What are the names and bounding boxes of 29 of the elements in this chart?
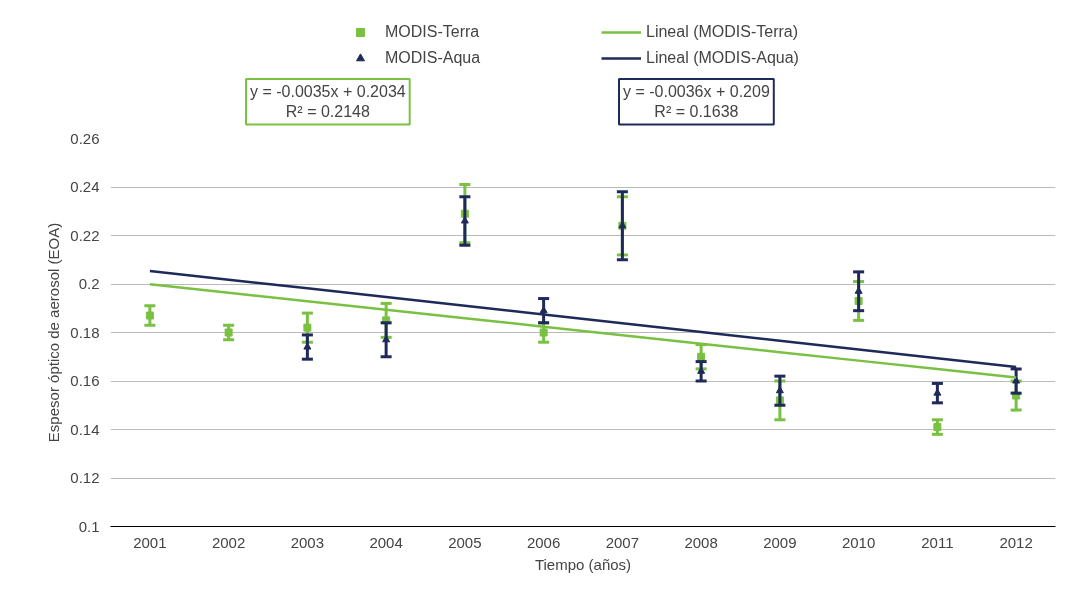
x-tick-label: 2006: [526, 533, 561, 551]
x-tick-label: 2009: [763, 533, 797, 551]
x-tick-label: 2004: [369, 533, 403, 551]
y-tick-label: 0.24: [70, 178, 100, 195]
x-tick-label: 2001: [133, 533, 167, 551]
y-tick-label: 0.18: [70, 323, 100, 341]
y-tick-label: 0.12: [70, 469, 100, 486]
y-axis-title: Espesor óptico de aerosol (EOA): [45, 222, 63, 443]
y-tick-label: 0.2: [78, 275, 100, 292]
legend-label: MODIS-Aqua: [385, 49, 482, 67]
x-tick-label: 2008: [684, 533, 718, 551]
y-tick-label: 0.26: [70, 129, 100, 147]
x-tick-label: 2005: [448, 533, 482, 551]
x-axis-title: Tiempo (años): [534, 555, 632, 573]
legend-label: MODIS-Terra: [385, 23, 481, 41]
legend-label: Lineal (MODIS-Terra): [646, 23, 800, 41]
text: y = -0.0035x + 0.2034 R² = 0.2148: [250, 83, 406, 121]
legend-label: Lineal (MODIS-Aqua): [646, 49, 800, 67]
y-tick-label: 0.22: [70, 226, 100, 244]
y-tick-label: 0.14: [70, 420, 100, 438]
x-tick-label: 2012: [999, 533, 1033, 551]
x-tick-label: 2011: [921, 533, 954, 551]
x-tick-label: 2010: [841, 533, 876, 551]
x-tick-label: 2007: [605, 533, 640, 551]
x-tick-label: 2003: [290, 533, 325, 551]
y-tick-label: 0.16: [70, 372, 100, 389]
x-tick-label: 2002: [211, 533, 246, 551]
y-tick-label: 0.1: [78, 517, 100, 535]
text: y = -0.0036x + 0.209 R² = 0.1638: [623, 83, 770, 121]
